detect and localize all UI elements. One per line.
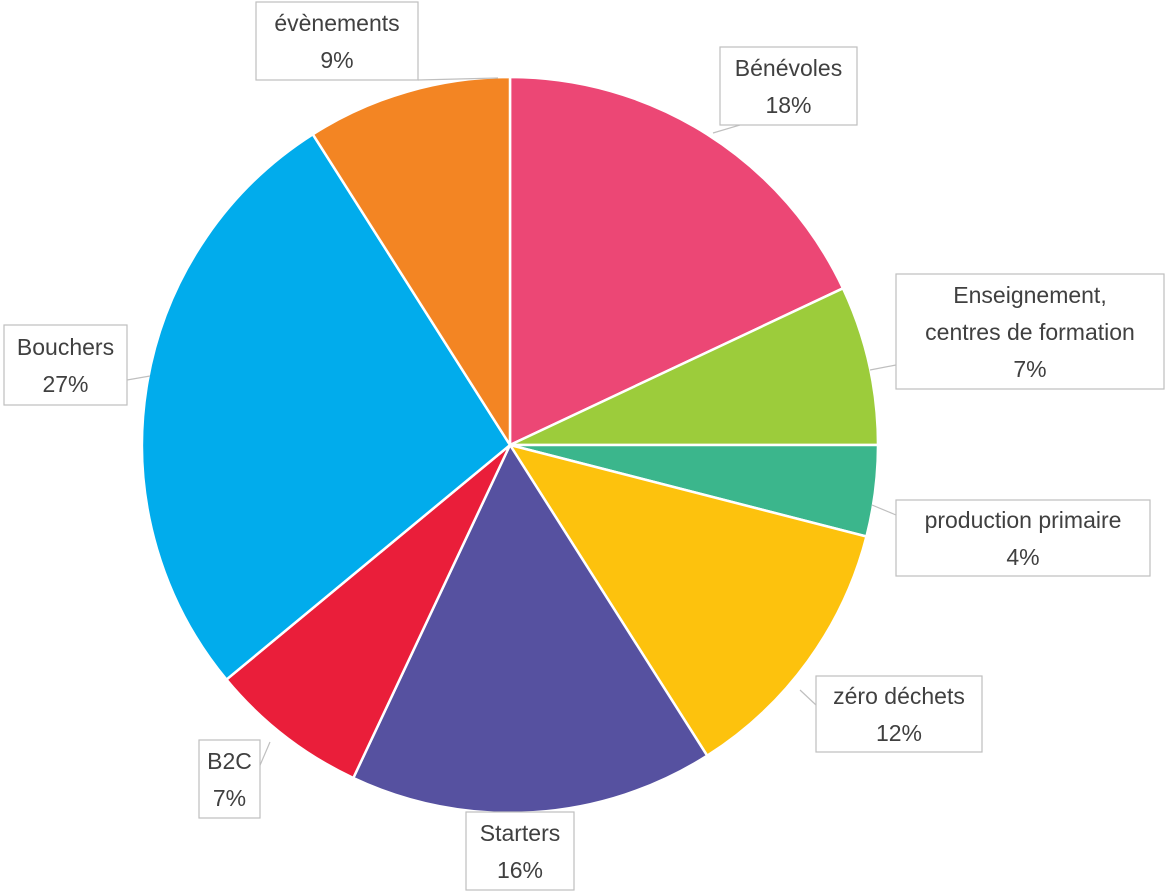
slice-category-label: Bouchers: [17, 334, 114, 360]
slice-percent-label: 7%: [213, 785, 246, 811]
data-label-callout: production primaire 4%: [871, 499, 1151, 577]
slice-category-label: centres de formation: [925, 319, 1135, 345]
leader-line: [417, 77, 499, 81]
slice-percent-label: 27%: [42, 371, 88, 397]
data-label-callout: Bouchers 27%: [3, 324, 151, 406]
pie-slice-bouchers: [140, 133, 512, 681]
slice-category-label: zéro déchets: [833, 683, 965, 709]
slice-category-label: évènements: [274, 10, 399, 36]
slice-category-label: Enseignement,: [953, 282, 1106, 308]
pie-slices: [140, 75, 880, 815]
data-label-callouts: Bénévoles 18% Enseignement, centres de form…: [3, 1, 1165, 891]
pie-slice-évènements: [311, 75, 512, 447]
pie-slice-enseignement-centres-de-formation: [508, 287, 880, 447]
data-label-callout: Enseignement, centres de formation 7%: [869, 273, 1165, 390]
slice-percent-label: 12%: [876, 720, 922, 746]
slice-percent-label: 9%: [320, 47, 353, 73]
pie-slice-b2c: [225, 443, 512, 780]
slice-category-label: Bénévoles: [735, 55, 842, 81]
callout-box: [815, 675, 983, 753]
data-label-callout: évènements 9%: [255, 1, 499, 81]
slice-percent-label: 18%: [765, 92, 811, 118]
leader-line: [871, 504, 897, 516]
callout-box: [465, 811, 575, 891]
leader-line: [126, 375, 151, 381]
leader-line: [799, 689, 817, 706]
callout-box: [198, 739, 261, 819]
slice-percent-label: 7%: [1013, 356, 1046, 382]
callout-box: [719, 46, 858, 126]
pie-slice-zéro-déchets: [508, 443, 868, 757]
callout-box: [3, 324, 128, 406]
leader-line: [712, 124, 741, 134]
data-label-callout: Starters 16%: [465, 811, 575, 891]
slice-category-label: Starters: [480, 820, 561, 846]
callout-box: [895, 273, 1165, 390]
slice-percent-label: 16%: [497, 857, 543, 883]
pie-slice-bénévoles: [508, 75, 845, 447]
slice-category-label: production primaire: [925, 507, 1122, 533]
slice-percent-label: 4%: [1006, 544, 1039, 570]
callout-box: [255, 1, 419, 81]
callout-box: [895, 499, 1151, 577]
leader-line: [869, 364, 897, 371]
data-label-callout: Bénévoles 18%: [712, 46, 858, 134]
slice-category-label: B2C: [207, 748, 252, 774]
data-label-callout: zéro déchets 12%: [799, 675, 983, 753]
